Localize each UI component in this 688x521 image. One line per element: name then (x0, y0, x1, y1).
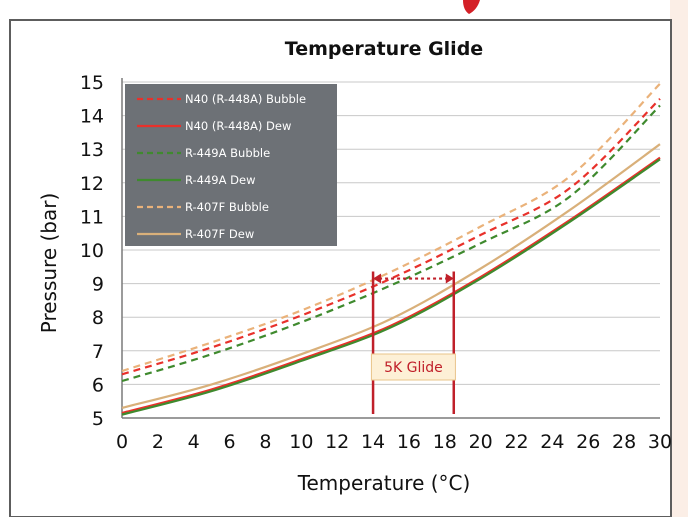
x-tick-label-16: 16 (397, 431, 421, 453)
x-tick-label-14: 14 (361, 431, 385, 453)
y-tick-label-10: 10 (80, 240, 104, 262)
x-tick-label-18: 18 (433, 431, 457, 453)
series-lines (121, 82, 661, 416)
legend-box (125, 84, 337, 246)
x-tick-label-22: 22 (504, 431, 528, 453)
glide-annotation: 5K Glide (370, 271, 456, 414)
y-tick-label-8: 8 (92, 307, 104, 329)
x-tick-label-28: 28 (612, 431, 636, 453)
chart-title: Temperature Glide (285, 38, 483, 60)
series-line-0 (121, 98, 661, 376)
series-line-1 (121, 156, 661, 415)
top-edge-band (0, 0, 688, 14)
series-line-4 (121, 82, 661, 373)
glide-label-box (370, 353, 456, 381)
legend-label-0: N40 (R-448A) Bubble (185, 92, 306, 106)
x-tick-label-20: 20 (469, 431, 493, 453)
legend-label-3: R-449A Dew (185, 173, 255, 187)
legend-label-4: R-407F Bubble (185, 200, 269, 214)
glide-arrow-head-right (445, 273, 454, 284)
x-tick-labels: 0 2 4 6 8 10 12 14 16 18 20 22 24 26 28 30 (116, 431, 672, 453)
x-tick-label-2: 2 (152, 431, 164, 453)
axes (121, 78, 660, 419)
legend-label-2: R-449A Bubble (185, 146, 270, 160)
x-tick-label-24: 24 (540, 431, 564, 453)
y-tick-label-15: 15 (80, 72, 104, 94)
legend-label-1: N40 (R-448A) Dew (185, 119, 291, 133)
x-tick-label-8: 8 (259, 431, 271, 453)
series-line-3 (121, 158, 661, 416)
x-axis-label: Temperature (°C) (297, 471, 471, 495)
glide-label: 5K Glide (384, 360, 443, 376)
y-tick-labels: 5 6 7 8 9 10 11 12 13 14 15 (80, 72, 104, 430)
x-tick-label-26: 26 (576, 431, 600, 453)
y-tick-label-13: 13 (80, 139, 104, 161)
x-tick-label-12: 12 (325, 431, 349, 453)
y-tick-label-12: 12 (80, 173, 104, 195)
legend-label-5: R-407F Dew (185, 227, 254, 241)
y-tick-label-6: 6 (92, 374, 104, 396)
x-tick-label-10: 10 (289, 431, 313, 453)
right-edge-shade (670, 0, 688, 517)
series-line-2 (121, 104, 661, 383)
legend: N40 (R-448A) Bubble N40 (R-448A) Dew R-449… (125, 84, 337, 246)
series-line-5 (121, 143, 661, 409)
x-tick-label-0: 0 (116, 431, 128, 453)
y-tick-label-9: 9 (92, 274, 104, 296)
chart-frame (9, 19, 672, 518)
x-tick-label-6: 6 (224, 431, 236, 453)
y-tick-label-5: 5 (92, 408, 104, 430)
x-tick-label-30: 30 (648, 431, 672, 453)
y-tick-label-11: 11 (80, 206, 104, 228)
y-tick-label-14: 14 (80, 106, 104, 128)
x-tick-label-4: 4 (188, 431, 200, 453)
glide-arrow-head-left (373, 273, 382, 284)
y-tick-label-7: 7 (92, 341, 104, 363)
brand-mark-fragment (463, 0, 480, 14)
y-axis-label: Pressure (bar) (37, 193, 61, 334)
